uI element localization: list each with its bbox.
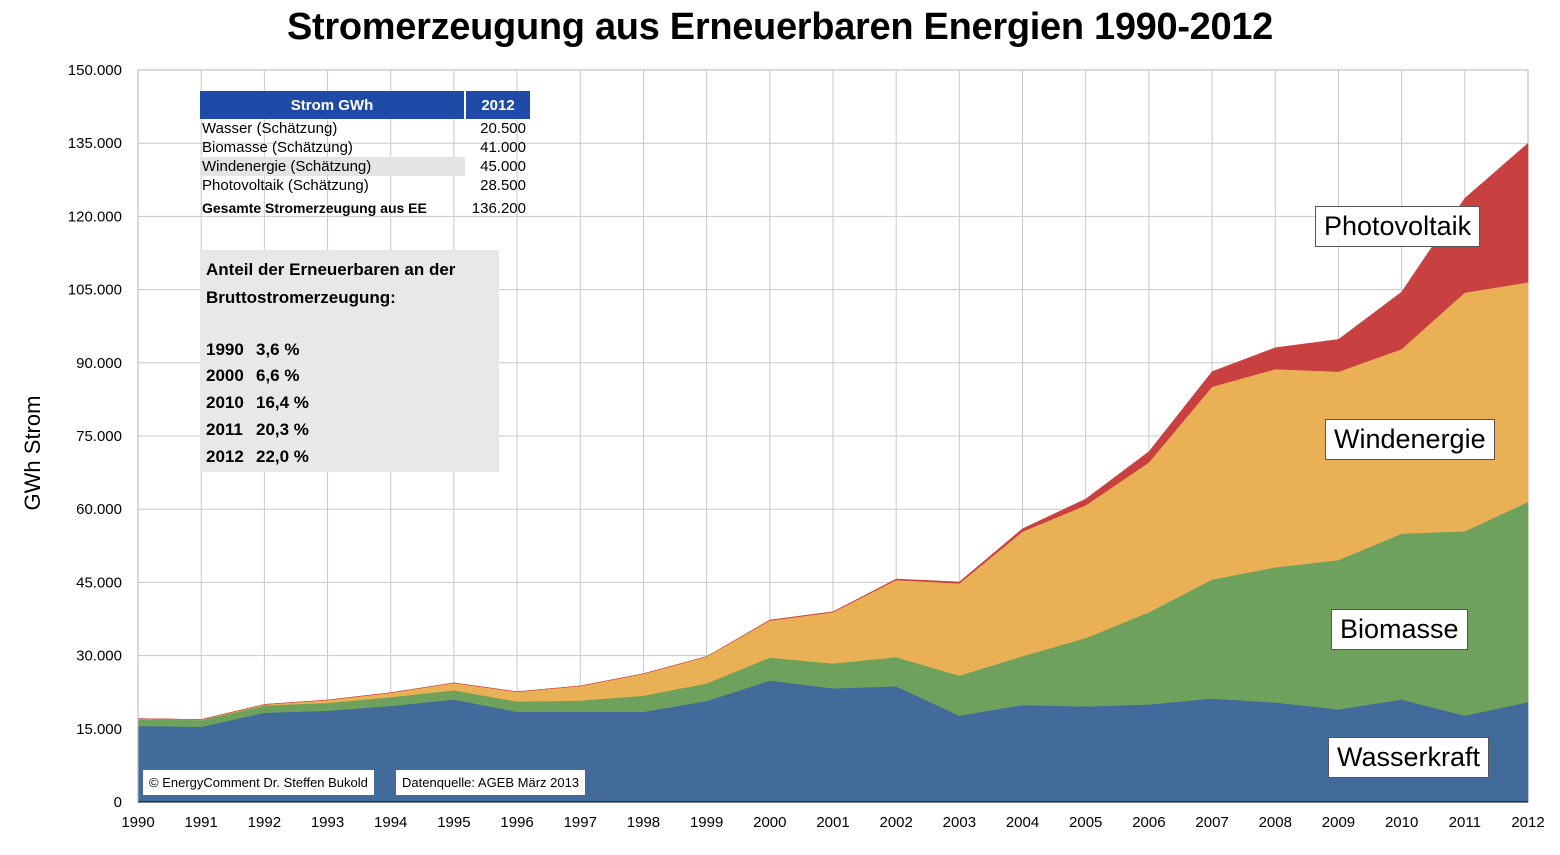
area-photovoltaik	[137, 142, 1529, 720]
renewable-share-box: Anteil der Erneuerbaren an der Bruttostr…	[200, 250, 499, 472]
x-tick-label: 2000	[753, 814, 786, 831]
x-tick-label: 2010	[1385, 814, 1418, 831]
x-tick-label: 1991	[184, 814, 217, 831]
share-year: 2011	[206, 420, 243, 439]
share-year: 2010	[206, 393, 244, 412]
table-row: Wasser (Schätzung) 20.500	[200, 119, 530, 138]
share-year: 2012	[206, 447, 244, 466]
table-cell-name: Wasser (Schätzung)	[202, 120, 338, 137]
table-total-value: 136.200	[471, 199, 526, 217]
x-tick-label: 2011	[1449, 814, 1481, 831]
x-tick-label: 1997	[564, 814, 597, 831]
y-tick-label: 150.000	[68, 62, 122, 79]
x-tick-label: 1994	[374, 814, 407, 831]
share-value: 6,6 %	[256, 366, 300, 385]
series-label-biomasse: Biomasse	[1331, 609, 1468, 650]
table-total-name: Gesamte Stromerzeugung aus EE	[202, 199, 427, 216]
y-tick-label: 15.000	[76, 721, 122, 738]
share-row: 2010 16,4 %	[206, 393, 309, 413]
table-cell-value: 28.500	[480, 177, 526, 194]
y-tick-label: 90.000	[76, 355, 122, 372]
share-value: 20,3 %	[256, 420, 309, 439]
x-tick-label: 1993	[311, 814, 344, 831]
x-tick-label: 2009	[1322, 814, 1355, 831]
table-cell-name: Windenergie (Schätzung)	[200, 157, 465, 176]
x-tick-label: 1999	[690, 814, 723, 831]
share-year: 2000	[206, 366, 244, 385]
x-tick-label: 2001	[816, 814, 849, 831]
share-value: 22,0 %	[256, 447, 309, 466]
data-source-note: Datenquelle: AGEB März 2013	[396, 770, 586, 795]
share-row: 2012 22,0 %	[206, 447, 309, 467]
x-tick-label: 1996	[500, 814, 533, 831]
x-tick-label: 2006	[1132, 814, 1165, 831]
series-label-photovoltaik: Photovoltaik	[1315, 206, 1481, 247]
y-tick-label: 120.000	[68, 208, 122, 225]
y-tick-label: 105.000	[68, 282, 122, 299]
share-row: 1990 3,6 %	[206, 340, 299, 360]
y-tick-label: 60.000	[76, 501, 122, 518]
table-cell-value: 41.000	[480, 139, 526, 156]
y-tick-label: 75.000	[76, 428, 122, 445]
x-tick-label: 2003	[943, 814, 976, 831]
share-row: 2011 20,3 %	[206, 420, 309, 440]
table-header-name: Strom GWh	[200, 91, 465, 119]
share-title: Anteil der Erneuerbaren an der Bruttostr…	[206, 260, 456, 307]
table-row: Photovoltaik (Schätzung) 28.500	[200, 176, 530, 195]
x-tick-label: 1990	[121, 814, 154, 831]
y-tick-label: 135.000	[68, 135, 122, 152]
x-tick-label: 2007	[1195, 814, 1228, 831]
x-tick-label: 1992	[248, 814, 281, 831]
x-tick-label: 1995	[437, 814, 470, 831]
share-value: 16,4 %	[256, 393, 309, 412]
table-cell-name: Photovoltaik (Schätzung)	[202, 177, 369, 194]
chart-title: Stromerzeugung aus Erneuerbaren Energien…	[286, 6, 1274, 48]
share-row: 2000 6,6 %	[206, 366, 299, 386]
x-tick-label: 2008	[1259, 814, 1292, 831]
axes: 0 15.000 30.000 45.000 60.000 75.000 90.000 105…	[68, 62, 1545, 831]
table-cell-value: 45.000	[480, 158, 526, 175]
share-year: 1990	[206, 340, 244, 359]
y-tick-label: 0	[114, 794, 122, 811]
generation-table: Strom GWh 2012 Wasser (Schätzung) 20.500…	[200, 91, 530, 221]
table-total-row: Gesamte Stromerzeugung aus EE 136.200	[200, 195, 530, 221]
table-row: Windenergie (Schätzung) 45.000	[200, 157, 530, 176]
x-tick-label: 1998	[627, 814, 660, 831]
series-label-wasserkraft: Wasserkraft	[1328, 737, 1490, 778]
table-header-year: 2012	[464, 91, 530, 119]
copyright-note: © EnergyComment Dr. Steffen Bukold	[143, 770, 374, 795]
x-tick-label: 2012	[1511, 814, 1544, 831]
table-cell-value: 20.500	[480, 120, 526, 137]
series-label-windenergie: Windenergie	[1325, 419, 1495, 460]
x-tick-label: 2004	[1006, 814, 1039, 831]
x-tick-label: 2005	[1069, 814, 1102, 831]
table-row: Biomasse (Schätzung) 41.000	[200, 138, 530, 157]
x-tick-label: 2002	[879, 814, 912, 831]
y-tick-label: 45.000	[76, 574, 122, 591]
table-cell-name: Biomasse (Schätzung)	[202, 139, 353, 156]
y-tick-label: 30.000	[76, 648, 122, 665]
share-value: 3,6 %	[256, 340, 300, 359]
